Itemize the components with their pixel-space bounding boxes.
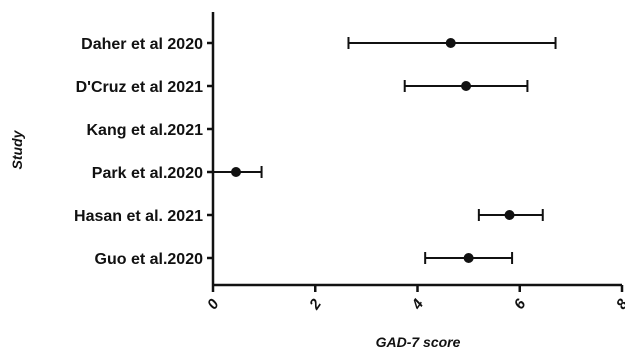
- y-axis-title: Study: [9, 129, 25, 169]
- study-label: Hasan et al. 2021: [74, 208, 203, 225]
- x-tick-label: 0: [204, 296, 223, 313]
- x-tick-label: 4: [408, 296, 428, 314]
- study-row: D'Cruz et al 2021: [76, 79, 529, 96]
- study-row: Guo et al.2020: [95, 251, 514, 268]
- x-tick-label: 6: [511, 296, 530, 313]
- study-rows: Daher et al 2020 D'Cruz et al 2021 Kang et…: [74, 36, 557, 268]
- study-row: Daher et al 2020: [81, 36, 557, 53]
- x-tick-label: 8: [613, 296, 625, 313]
- study-label: Kang et al.2021: [87, 122, 204, 139]
- point-estimate: [231, 167, 242, 177]
- point-estimate: [445, 38, 456, 48]
- point-estimate: [461, 81, 472, 91]
- study-label: Daher et al 2020: [81, 36, 203, 53]
- point-estimate: [504, 210, 515, 220]
- study-row: Park et al.2020: [92, 165, 263, 182]
- x-axis-ticks: 0 2 4 6 8: [204, 285, 625, 314]
- study-label: Guo et al.2020: [95, 251, 204, 268]
- point-estimate: [463, 253, 474, 263]
- study-label: Park et al.2020: [92, 165, 203, 182]
- study-row: Kang et al.2021: [87, 122, 213, 139]
- study-label: D'Cruz et al 2021: [76, 79, 204, 96]
- study-row: Hasan et al. 2021: [74, 208, 544, 225]
- x-axis-title: GAD-7 score: [376, 334, 461, 349]
- x-tick-label: 2: [306, 296, 326, 314]
